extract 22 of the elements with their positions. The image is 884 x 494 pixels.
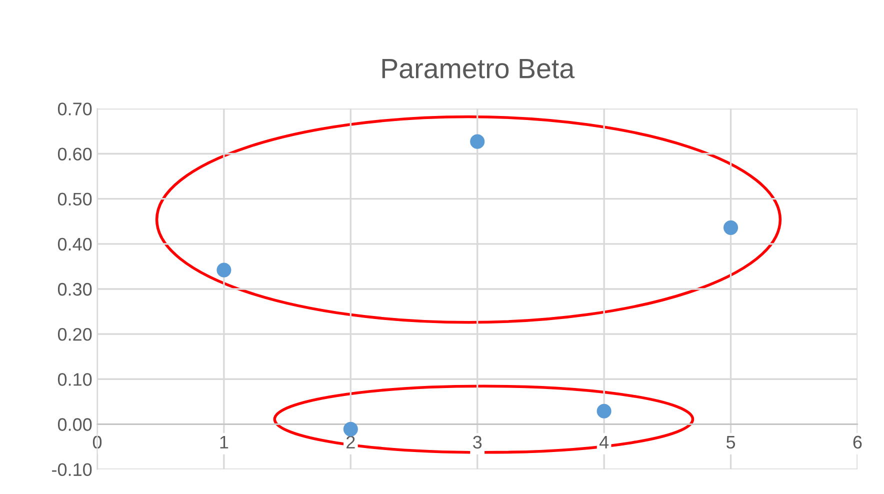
x-tick-label: 2	[346, 436, 355, 448]
x-tick-label: 3	[473, 436, 482, 449]
y-tick-label: 0.30	[58, 282, 92, 296]
x-tick-label: 6	[853, 436, 862, 449]
y-tick-label: 0.60	[58, 148, 92, 160]
y-tick-label: 0.10	[58, 373, 92, 386]
point	[216, 262, 232, 278]
x-tick-label: 5	[726, 436, 736, 449]
y-tick-label: 0.50	[58, 192, 92, 206]
y-tick-label: 0.40	[58, 238, 92, 251]
point	[596, 404, 612, 418]
point	[343, 422, 358, 436]
x-tick-label: 0	[92, 436, 102, 449]
x-tick-label: 4	[599, 436, 609, 448]
chart-title: Parametro Beta	[382, 59, 575, 78]
y-tick-label: 0.00	[58, 418, 92, 431]
y-tick-label: -0.10	[52, 463, 92, 476]
y-tick-label: 0.70	[58, 102, 92, 116]
point	[470, 134, 485, 149]
point	[723, 220, 738, 235]
x-tick-label: 1	[220, 436, 228, 448]
y-tick-label: 0.20	[58, 328, 92, 341]
